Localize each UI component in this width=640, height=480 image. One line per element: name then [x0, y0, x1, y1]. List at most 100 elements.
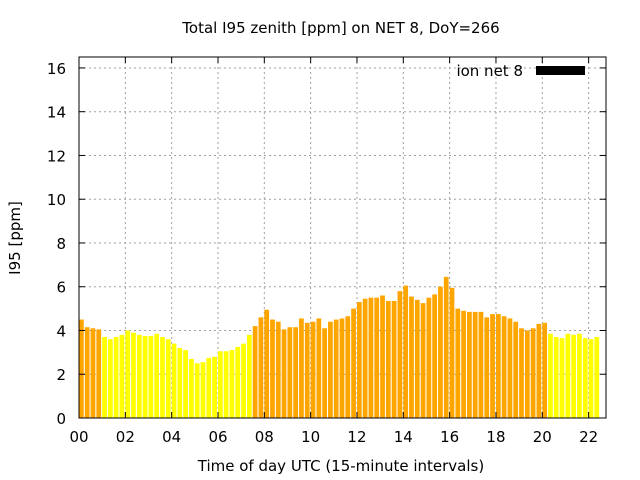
- x-tick-label: 08: [255, 428, 274, 446]
- y-tick-label: 16: [47, 60, 66, 78]
- bar: [443, 276, 449, 418]
- bar: [212, 356, 217, 418]
- bar: [455, 308, 461, 418]
- bar: [165, 339, 171, 418]
- bar: [206, 357, 212, 418]
- x-tick-label: 22: [579, 428, 598, 446]
- x-tick-label: 10: [301, 428, 320, 446]
- bar: [299, 318, 304, 418]
- bar: [414, 299, 420, 418]
- bar: [304, 322, 310, 418]
- bar: [119, 334, 125, 418]
- bar: [391, 300, 397, 418]
- bar: [432, 294, 438, 418]
- y-tick-label: 8: [56, 235, 66, 253]
- bar: [281, 329, 287, 418]
- legend: ion net 8: [456, 62, 585, 80]
- bar: [154, 333, 160, 418]
- bar: [495, 314, 501, 418]
- bar: [217, 351, 223, 418]
- bar: [287, 327, 293, 418]
- bar: [571, 334, 577, 418]
- bar: [293, 327, 299, 418]
- bar: [513, 321, 519, 418]
- bar: [524, 330, 530, 418]
- bar: [264, 309, 270, 418]
- plot-frame: [78, 56, 607, 419]
- bar: [194, 363, 200, 418]
- bar: [553, 337, 559, 418]
- bar: [582, 338, 588, 418]
- x-tick-label: 16: [440, 428, 459, 446]
- x-tick-label: 02: [116, 428, 135, 446]
- bar: [449, 287, 455, 418]
- bar: [252, 326, 258, 418]
- y-tick-label: 6: [56, 279, 66, 297]
- bar: [241, 343, 246, 418]
- legend-swatch: [536, 66, 585, 75]
- bar: [484, 317, 490, 418]
- bar: [189, 358, 194, 418]
- bar: [588, 339, 594, 418]
- bar: [246, 334, 252, 418]
- bar: [548, 333, 553, 418]
- bar: [478, 311, 484, 418]
- bar: [136, 334, 142, 418]
- bar: [577, 333, 582, 418]
- y-tick-label: 14: [47, 104, 66, 122]
- bar: [565, 333, 571, 418]
- y-tick-labels: 0 2 4 6 8 10 12 14 16: [47, 60, 66, 428]
- bar: [90, 328, 96, 418]
- bar: [536, 323, 542, 418]
- x-tick-label: 04: [162, 428, 181, 446]
- x-axis-label: Time of day UTC (15-minute intervals): [197, 457, 484, 475]
- bar: [594, 337, 600, 418]
- bar: [223, 351, 229, 418]
- bar: [426, 297, 432, 418]
- bar: [339, 318, 345, 418]
- bar: [368, 297, 374, 418]
- bar: [316, 318, 322, 418]
- bar: [258, 317, 264, 418]
- bar: [171, 343, 177, 418]
- bar: [270, 319, 275, 418]
- legend-label: ion net 8: [456, 62, 523, 80]
- bar: [235, 346, 241, 418]
- bar: [409, 296, 414, 418]
- x-tick-label: 06: [208, 428, 227, 446]
- axis-ticks: [78, 57, 606, 419]
- bar: [96, 329, 102, 418]
- bar: [113, 337, 119, 418]
- bar: [420, 303, 426, 418]
- bar: [472, 311, 478, 418]
- x-tick-label: 14: [394, 428, 413, 446]
- bar: [160, 337, 165, 418]
- y-tick-label: 10: [47, 191, 66, 209]
- bar: [183, 350, 188, 418]
- bar: [461, 310, 466, 418]
- y-tick-label: 12: [47, 147, 66, 165]
- bar: [385, 300, 391, 418]
- y-tick-label: 4: [56, 322, 66, 340]
- bar: [200, 362, 206, 418]
- bar: [142, 335, 148, 418]
- bar: [438, 286, 443, 418]
- bar: [310, 321, 316, 418]
- bar: [79, 319, 84, 418]
- bar: [397, 291, 403, 418]
- bar: [148, 335, 154, 418]
- chart-title: Total I95 zenith [ppm] on NET 8, DoY=266: [181, 19, 499, 37]
- y-tick-label: 0: [56, 410, 66, 428]
- bar: [131, 332, 136, 418]
- bar: [229, 350, 235, 418]
- bar: [328, 321, 333, 418]
- bar: [362, 298, 368, 418]
- bar: [501, 316, 507, 418]
- bar: [542, 322, 548, 418]
- x-tick-labels: 00 02 04 06 08 10 12 14 16 18 20 22: [69, 428, 598, 446]
- bar: [490, 314, 495, 418]
- bar: [530, 328, 536, 418]
- y-axis-label: I95 [ppm]: [6, 201, 24, 275]
- bar: [125, 330, 131, 418]
